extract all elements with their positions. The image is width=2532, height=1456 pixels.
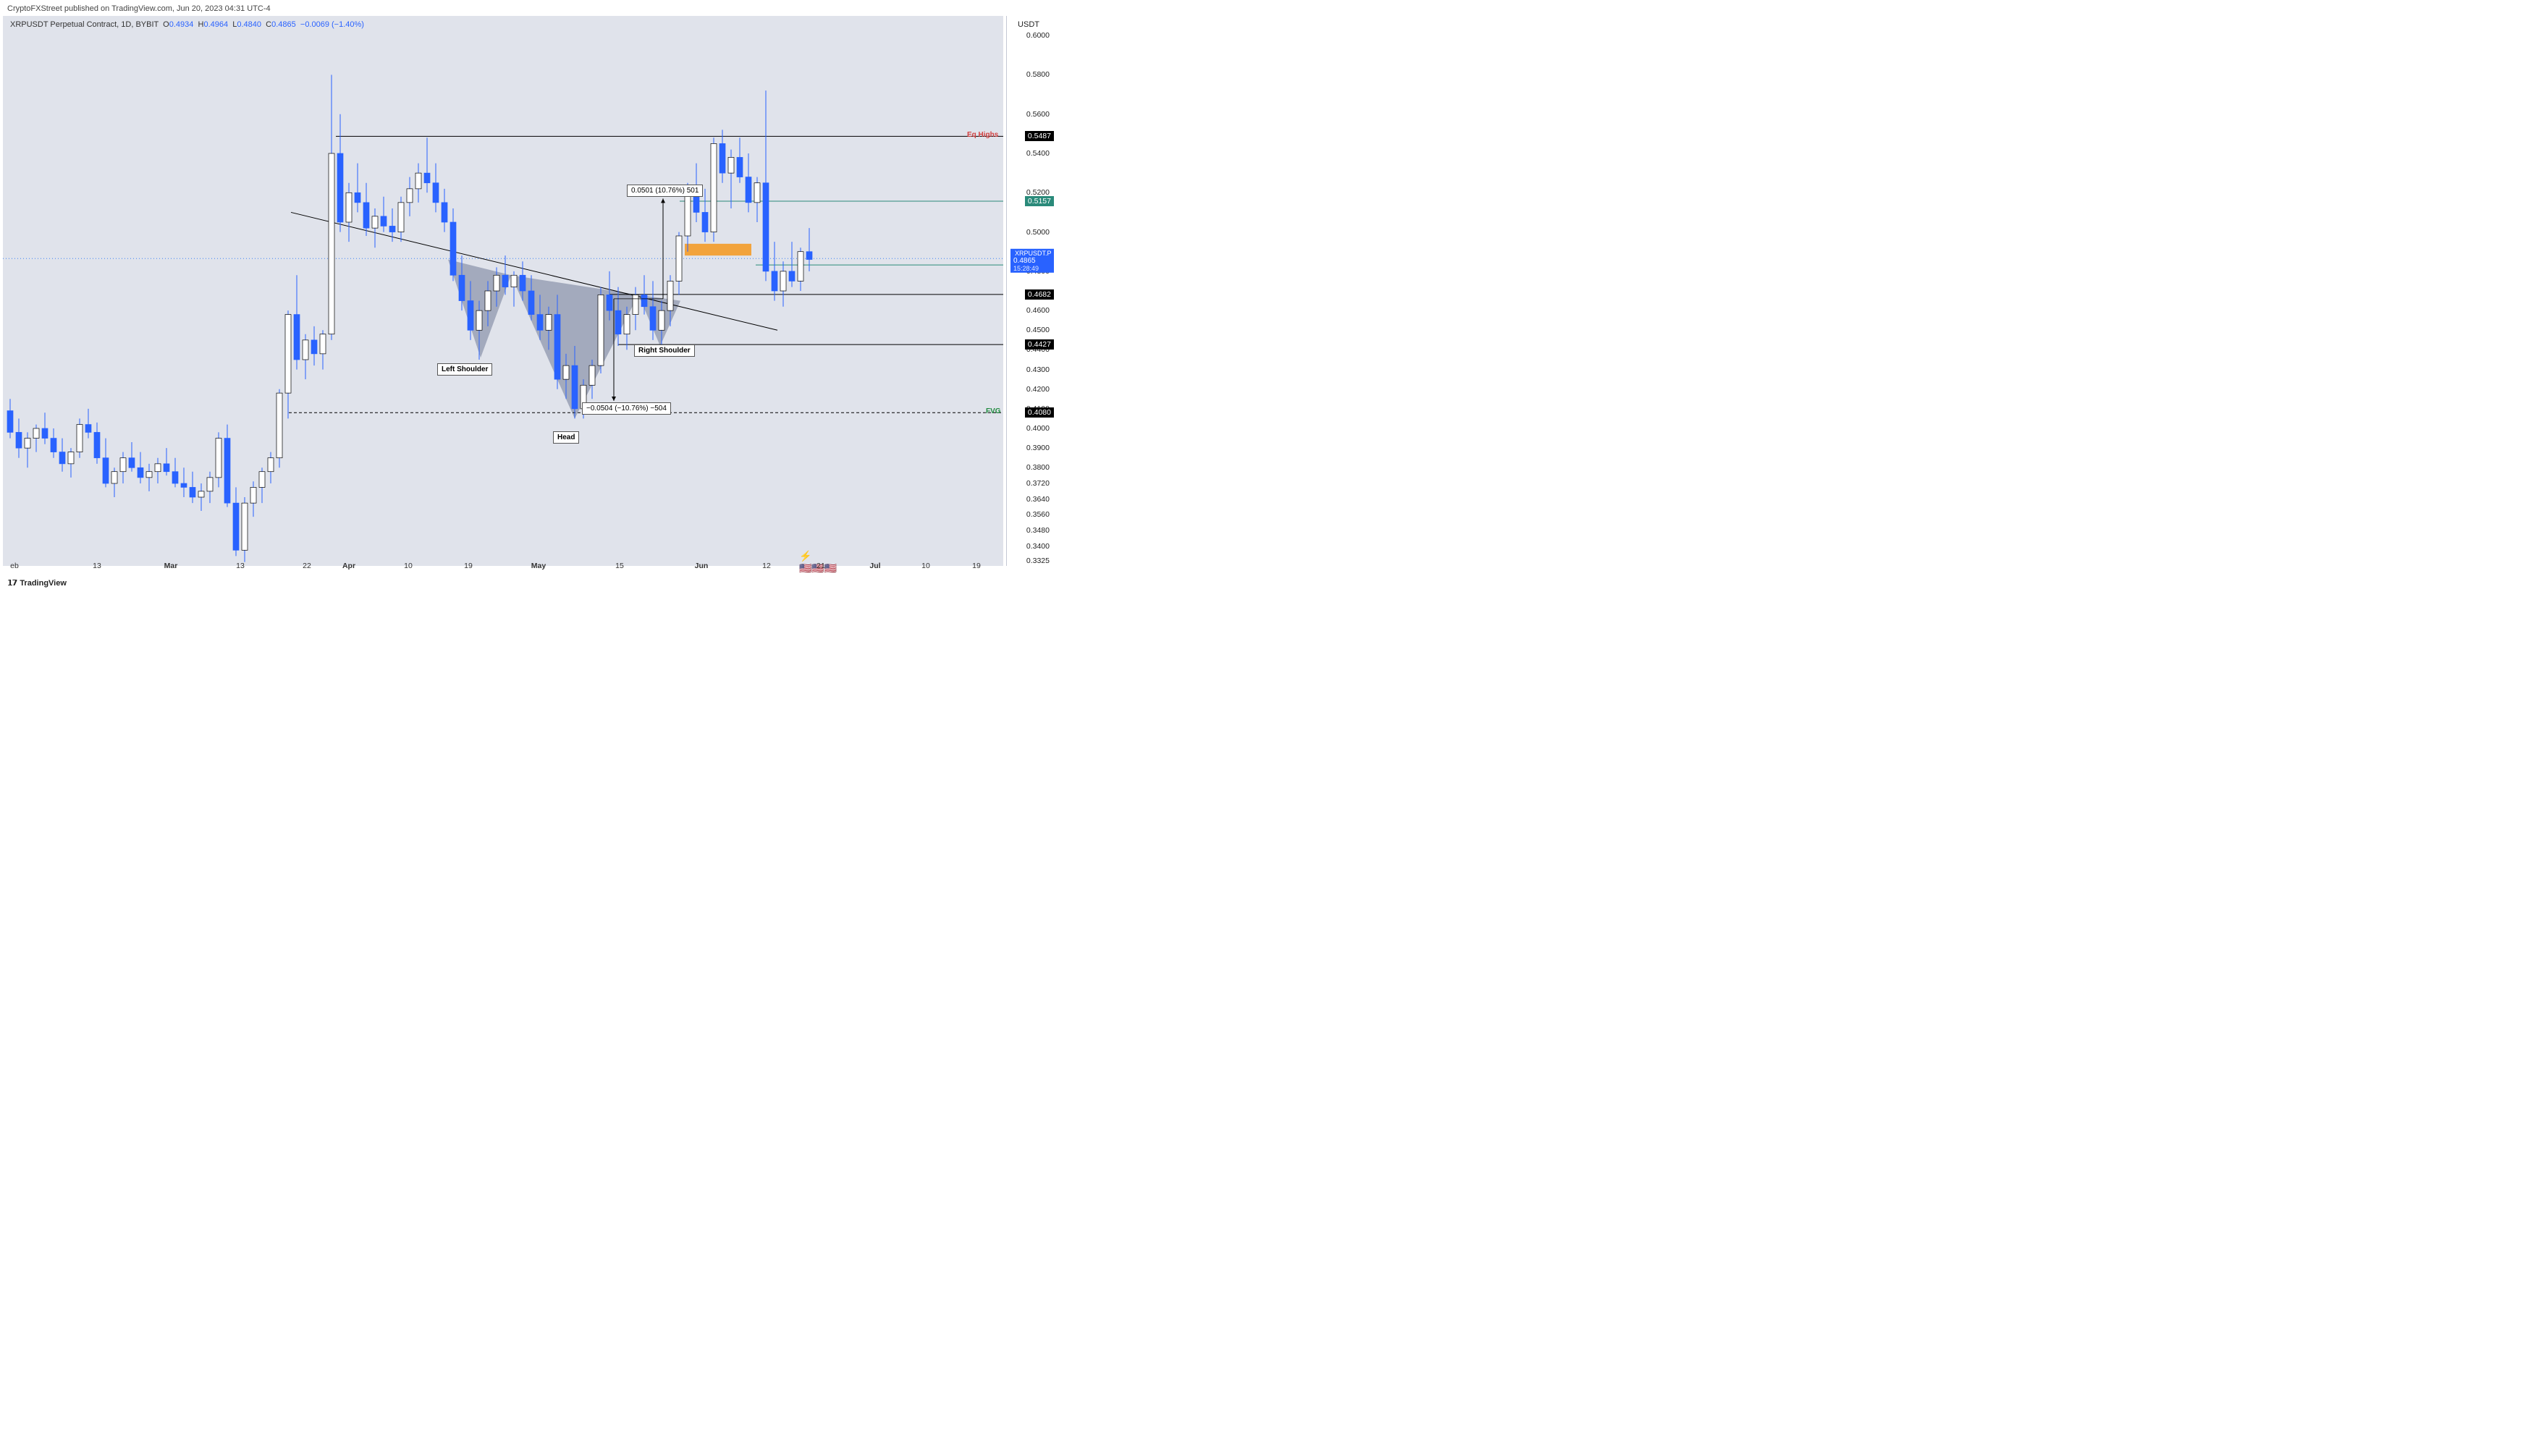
- publisher: CryptoFXStreet: [7, 4, 62, 13]
- time-tick: 10: [404, 562, 413, 570]
- price-badge: 0.4682: [1025, 289, 1054, 300]
- price-tick: 0.4500: [1026, 326, 1050, 334]
- price-tick: 0.5000: [1026, 228, 1050, 237]
- right-shoulder-label: Right Shoulder: [634, 344, 695, 357]
- time-tick: May: [531, 562, 546, 570]
- price-tick: 0.5400: [1026, 149, 1050, 158]
- time-tick: 19: [972, 562, 981, 570]
- price-tick: 0.3800: [1026, 463, 1050, 472]
- time-tick: 12: [762, 562, 771, 570]
- price-tick: 0.4600: [1026, 306, 1050, 315]
- price-tick: 0.3560: [1026, 510, 1050, 519]
- price-tick: 0.5600: [1026, 110, 1050, 119]
- price-tick: 0.3480: [1026, 526, 1050, 535]
- price-tick: 0.3325: [1026, 556, 1050, 565]
- time-tick: Jul: [869, 562, 880, 570]
- left-shoulder-label: Left Shoulder: [437, 363, 492, 376]
- measure-top-label: 0.0501 (10.76%) 501: [627, 185, 703, 197]
- axis-currency: USDT: [1018, 20, 1039, 29]
- time-tick: Jun: [695, 562, 709, 570]
- eq-highs-text: Eq Highs: [967, 131, 998, 139]
- price-tick: 0.4300: [1026, 365, 1050, 374]
- price-tick: 0.3900: [1026, 444, 1050, 452]
- price-tick: 0.4000: [1026, 424, 1050, 433]
- current-price-badge: XRPUSDT.P0.486515:28:49: [1010, 249, 1054, 273]
- price-axis[interactable]: 0.60000.58000.56000.54000.52000.50000.48…: [1006, 16, 1054, 566]
- chart-svg: [3, 16, 1003, 566]
- price-badge: 0.5157: [1025, 196, 1054, 206]
- time-tick: 15: [615, 562, 624, 570]
- time-tick: Apr: [342, 562, 355, 570]
- time-tick: Mar: [164, 562, 178, 570]
- price-badge: 0.4427: [1025, 339, 1054, 350]
- measure-bot-label: −0.0504 (−10.76%) −504: [582, 402, 671, 415]
- price-tick: 0.4200: [1026, 385, 1050, 394]
- site: TradingView.com: [111, 4, 172, 13]
- time-tick: 22: [303, 562, 311, 570]
- price-tick: 0.3720: [1026, 479, 1050, 488]
- time-tick: 10: [921, 562, 930, 570]
- time-tick: 13: [93, 562, 101, 570]
- time-tick: 19: [464, 562, 473, 570]
- tv-icon: 𝟭𝟳: [7, 579, 17, 588]
- time-tick: 13: [236, 562, 245, 570]
- price-badge: 0.5487: [1025, 131, 1054, 141]
- head-label: Head: [553, 431, 579, 444]
- fvg-text: FVG: [986, 407, 1001, 415]
- time-tick: eb: [10, 562, 19, 570]
- tradingview-logo: 𝟭𝟳TradingView: [7, 578, 67, 588]
- publish-date: Jun 20, 2023 04:31 UTC-4: [177, 4, 271, 13]
- price-tick: 0.3400: [1026, 542, 1050, 551]
- publish-info: CryptoFXStreet published on TradingView.…: [7, 4, 271, 13]
- price-tick: 0.3640: [1026, 495, 1050, 504]
- time-tick: 21: [816, 562, 825, 570]
- price-badge: 0.4080: [1025, 407, 1054, 418]
- price-tick: 0.5800: [1026, 70, 1050, 79]
- price-tick: 0.6000: [1026, 31, 1050, 40]
